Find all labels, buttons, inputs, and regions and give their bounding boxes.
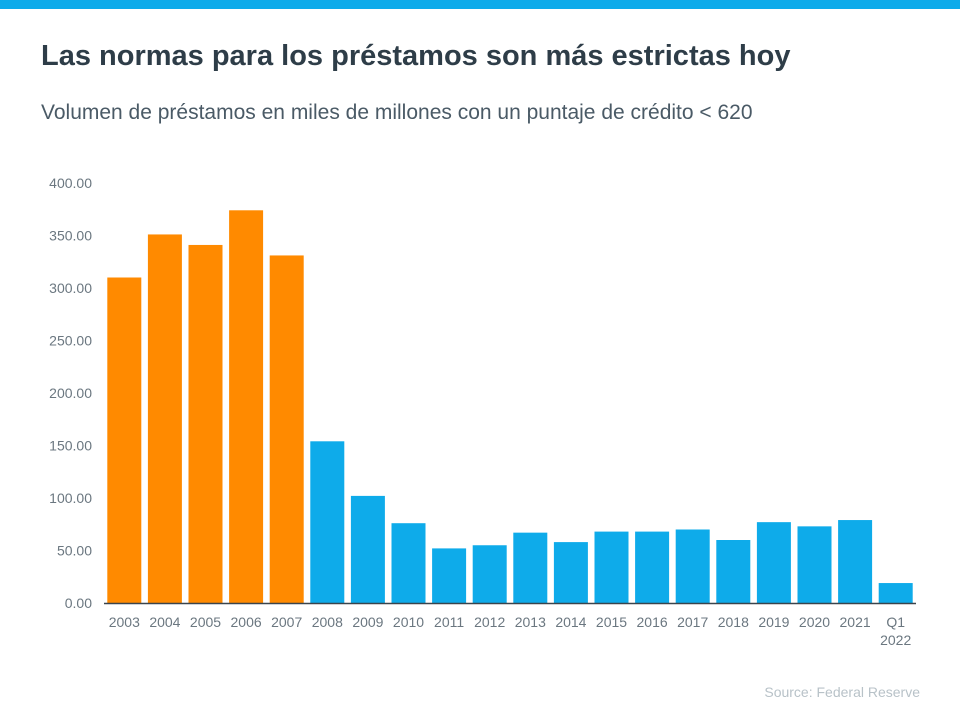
- y-tick-label: 100.00: [49, 490, 92, 506]
- y-tick-label: 200.00: [49, 385, 92, 401]
- x-tick-label: 2012: [474, 614, 505, 630]
- bar-2015: [594, 531, 629, 603]
- bar-2016: [635, 531, 670, 603]
- x-tick-label: 2011: [434, 614, 464, 630]
- y-tick-label: 50.00: [57, 543, 92, 559]
- bar-2012: [472, 545, 507, 603]
- bar-2007: [269, 255, 304, 603]
- x-tick-label: 2019: [758, 614, 789, 630]
- x-tick-label: 2016: [637, 614, 668, 630]
- y-tick-label: 0.00: [65, 595, 92, 611]
- top-band: [0, 0, 960, 9]
- x-tick-label: Q1 2022: [880, 614, 911, 648]
- bar-2003: [107, 277, 142, 603]
- x-tick-label: 2005: [190, 614, 221, 630]
- bar-2009: [350, 495, 385, 603]
- bar-2020: [797, 526, 832, 603]
- x-tick-label: 2004: [149, 614, 180, 630]
- chart-subtitle: Volumen de préstamos en miles de millone…: [41, 101, 753, 124]
- source-note: Source: Federal Reserve: [764, 684, 920, 700]
- y-tick-label: 350.00: [49, 228, 92, 244]
- bar-2008: [310, 441, 345, 603]
- bar-2021: [838, 520, 873, 603]
- bar-2013: [513, 532, 548, 603]
- bar-2019: [756, 522, 791, 603]
- bar-2010: [391, 523, 426, 603]
- bar-2018: [716, 540, 751, 603]
- y-tick-label: 300.00: [49, 280, 92, 296]
- x-tick-label: 2009: [352, 614, 383, 630]
- bar-2006: [229, 210, 264, 604]
- x-tick-label: 2006: [231, 614, 262, 630]
- y-tick-label: 250.00: [49, 333, 92, 349]
- x-tick-label: 2003: [109, 614, 140, 630]
- x-tick-label: 2014: [555, 614, 586, 630]
- bar-2004: [147, 234, 182, 603]
- x-tick-label: 2007: [271, 614, 302, 630]
- x-tick-label: 2010: [393, 614, 424, 630]
- bar-2014: [553, 542, 588, 603]
- bar-Q1-2022: [878, 583, 913, 603]
- x-tick-label: 2008: [312, 614, 343, 630]
- bar-2005: [188, 244, 223, 603]
- x-tick-label: 2021: [840, 614, 871, 630]
- x-tick-label: 2020: [799, 614, 830, 630]
- bar-2011: [432, 548, 467, 603]
- y-tick-label: 400.00: [49, 175, 92, 191]
- x-tick-label: 2015: [596, 614, 627, 630]
- y-tick-label: 150.00: [49, 438, 92, 454]
- x-tick-label: 2017: [677, 614, 708, 630]
- x-tick-label: 2018: [718, 614, 749, 630]
- bar-2017: [675, 529, 710, 603]
- x-tick-label: 2013: [515, 614, 546, 630]
- chart-title: Las normas para los préstamos son más es…: [41, 40, 791, 72]
